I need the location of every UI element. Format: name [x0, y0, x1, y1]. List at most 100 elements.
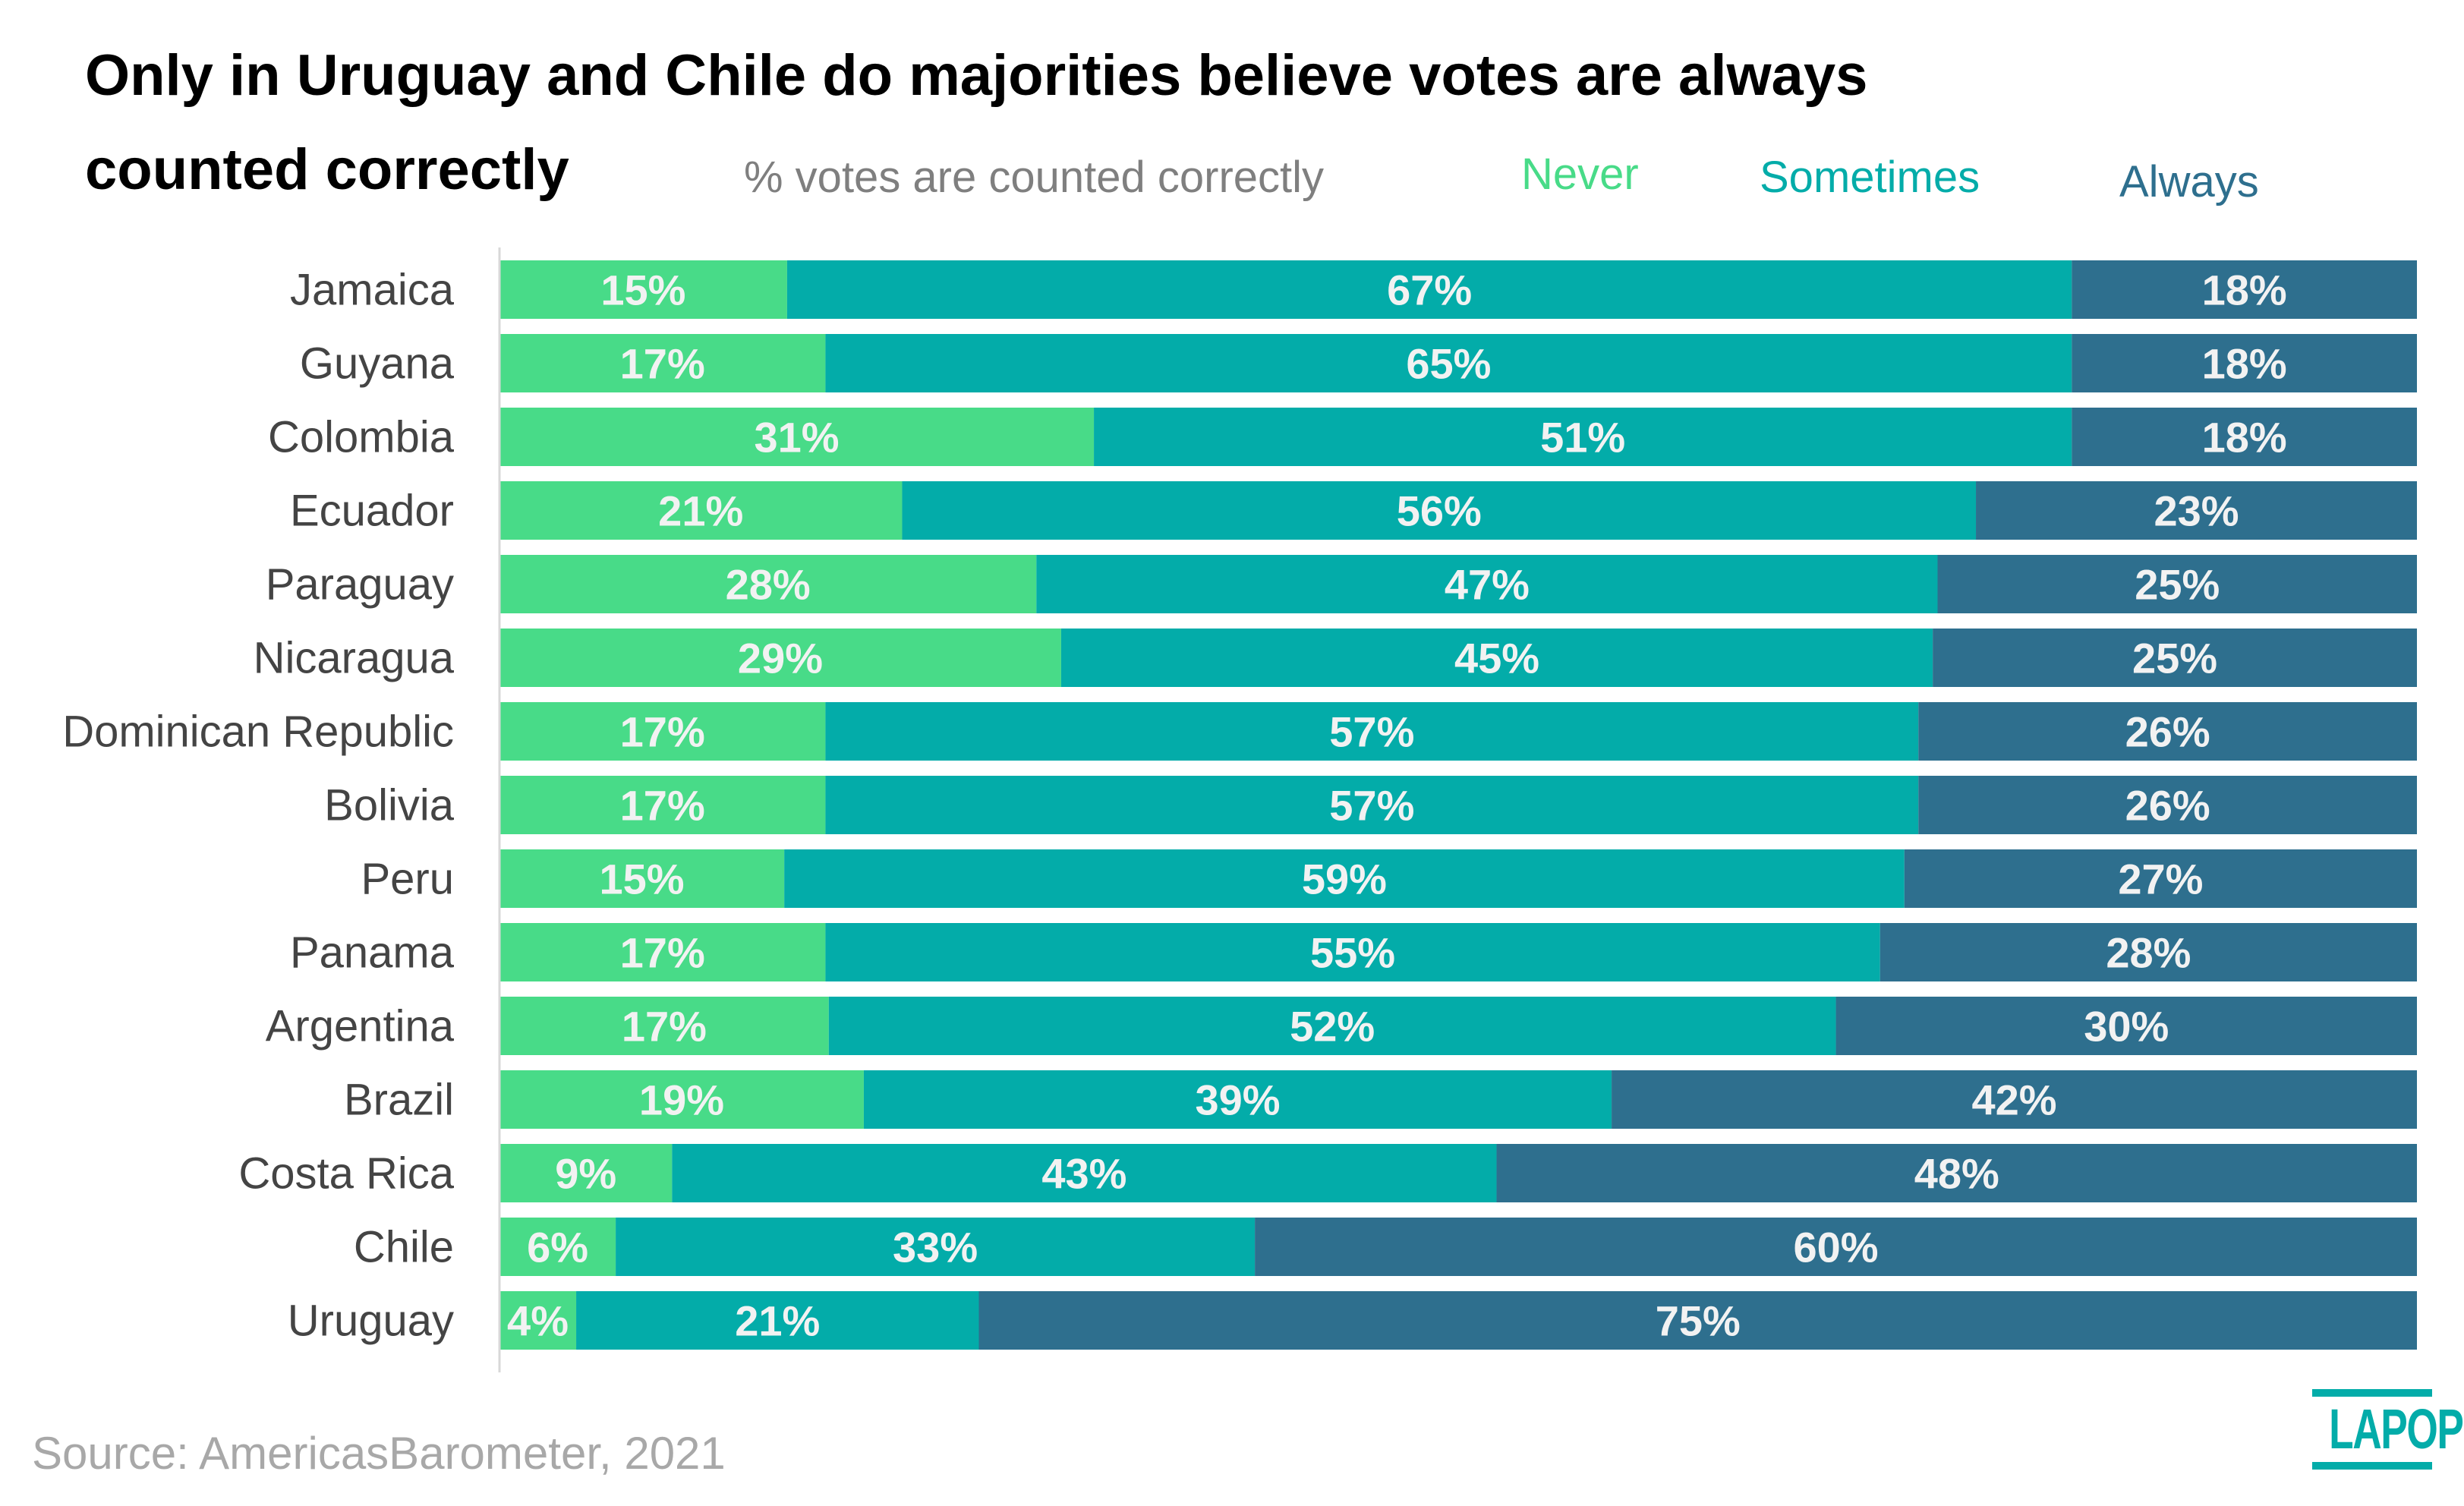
bar-segment-sometimes	[576, 1291, 979, 1350]
bar-segment-sometimes	[786, 260, 2072, 319]
bar-row: Bolivia 17% 57% 26%	[324, 776, 2417, 834]
category-label: Ecuador	[290, 487, 454, 536]
logo-text: LAPOP	[2329, 1397, 2464, 1460]
bar-row: Argentina 17% 52% 30%	[266, 997, 2417, 1055]
bar-row: Guyana 17% 65% 18%	[300, 334, 2417, 392]
bar-row: Colombia 31% 51% 18%	[268, 408, 2417, 466]
value-label: 26%	[2125, 782, 2210, 830]
category-label: Panama	[290, 928, 455, 978]
bar-segment-sometimes	[1036, 555, 1938, 613]
value-label: 65%	[1406, 340, 1491, 388]
value-label: 51%	[1540, 414, 1625, 462]
chart-title-line2: counted correctly	[85, 137, 569, 202]
value-label: 15%	[600, 266, 685, 314]
value-label: 29%	[738, 635, 823, 682]
bar-segment-sometimes	[828, 997, 1836, 1055]
bar-segment-always	[1880, 923, 2417, 981]
bar-segment-sometimes	[825, 923, 1880, 981]
bar-segment-always	[1496, 1144, 2417, 1202]
value-label: 17%	[620, 929, 705, 977]
bar-row: Chile 6% 33% 60%	[354, 1218, 2417, 1276]
bar-row: Panama 17% 55% 28%	[290, 923, 2417, 981]
value-label: 6%	[527, 1224, 588, 1271]
legend-never: Never	[1521, 150, 1639, 199]
bar-segment-never	[499, 555, 1037, 613]
value-label: 30%	[2084, 1003, 2169, 1051]
bar-segment-never	[499, 260, 787, 319]
bar-segment-never	[499, 408, 1095, 466]
value-label: 17%	[622, 1003, 707, 1051]
category-label: Argentina	[266, 1002, 455, 1051]
bar-segment-sometimes	[616, 1218, 1256, 1276]
bar-segment-never	[499, 334, 826, 392]
value-label: 26%	[2125, 708, 2210, 756]
bar-segment-always	[978, 1291, 2417, 1350]
bar-segment-sometimes	[825, 776, 1919, 834]
bar-segment-never	[499, 776, 826, 834]
bar-segment-sometimes	[825, 334, 2072, 392]
chart-subtitle: % votes are counted correctly	[744, 153, 1325, 202]
bar-segment-sometimes	[902, 481, 1977, 540]
value-label: 42%	[1971, 1076, 2056, 1124]
bar-row: Nicaragua 29% 45% 25%	[254, 629, 2417, 687]
bar-segment-never	[499, 1291, 577, 1350]
value-label: 75%	[1656, 1297, 1741, 1345]
value-label: 45%	[1454, 635, 1539, 682]
bar-row: Paraguay 28% 47% 25%	[266, 555, 2417, 613]
bar-segment-never	[499, 629, 1061, 687]
value-label: 4%	[507, 1297, 569, 1345]
value-label: 19%	[639, 1076, 724, 1124]
value-label: 27%	[2118, 855, 2203, 903]
bar-segment-always	[2072, 408, 2417, 466]
bar-segment-always	[1255, 1218, 2417, 1276]
value-label: 67%	[1387, 266, 1472, 314]
bar-segment-always	[2072, 260, 2417, 319]
value-label: 17%	[620, 708, 705, 756]
value-label: 39%	[1195, 1076, 1280, 1124]
value-label: 21%	[735, 1297, 820, 1345]
bar-segment-never	[499, 1218, 616, 1276]
bar-segment-sometimes	[825, 702, 1919, 761]
category-label: Guyana	[300, 339, 455, 389]
value-label: 17%	[620, 340, 705, 388]
lapop-logo: LAPOP	[2312, 1389, 2464, 1470]
bar-segment-always	[1918, 776, 2417, 834]
value-label: 18%	[2202, 340, 2287, 388]
bar-segment-sometimes	[784, 849, 1905, 908]
category-label: Chile	[354, 1223, 454, 1272]
bar-segment-always	[1937, 555, 2417, 613]
bar-segment-sometimes	[1094, 408, 2072, 466]
category-label: Brazil	[344, 1076, 454, 1125]
category-label: Dominican Republic	[62, 707, 454, 757]
value-label: 25%	[2135, 561, 2220, 609]
category-label: Peru	[361, 855, 454, 904]
bar-row: Uruguay 4% 21% 75%	[288, 1291, 2417, 1350]
bar-segment-always	[1918, 702, 2417, 761]
value-label: 21%	[658, 487, 743, 535]
value-label: 15%	[600, 855, 685, 903]
category-label: Uruguay	[288, 1296, 454, 1346]
bar-segment-never	[499, 481, 903, 540]
bar-segment-sometimes	[672, 1144, 1497, 1202]
bar-segment-sometimes	[863, 1070, 1612, 1129]
bar-segment-always	[2072, 334, 2417, 392]
logo-bottom-rule	[2312, 1462, 2432, 1470]
value-label: 18%	[2202, 266, 2287, 314]
bar-segment-never	[499, 849, 785, 908]
bar-segment-always	[1835, 997, 2417, 1055]
bar-row: Dominican Republic 17% 57% 26%	[62, 702, 2417, 761]
bar-segment-always	[1976, 481, 2417, 540]
bar-segment-never	[499, 702, 826, 761]
value-label: 52%	[1290, 1003, 1375, 1051]
value-label: 60%	[1793, 1224, 1878, 1271]
legend-always: Always	[2119, 157, 2259, 206]
bar-row: Ecuador 21% 56% 23%	[290, 481, 2417, 540]
value-label: 57%	[1329, 708, 1414, 756]
bar-row: Costa Rica 9% 43% 48%	[238, 1144, 2417, 1202]
category-label: Costa Rica	[238, 1149, 454, 1199]
value-label: 28%	[2106, 929, 2191, 977]
value-label: 48%	[1914, 1150, 1999, 1198]
category-label: Nicaragua	[254, 634, 455, 683]
category-label: Paraguay	[266, 560, 454, 610]
